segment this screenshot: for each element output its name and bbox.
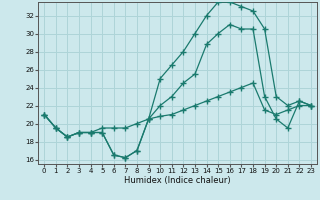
X-axis label: Humidex (Indice chaleur): Humidex (Indice chaleur) (124, 176, 231, 185)
